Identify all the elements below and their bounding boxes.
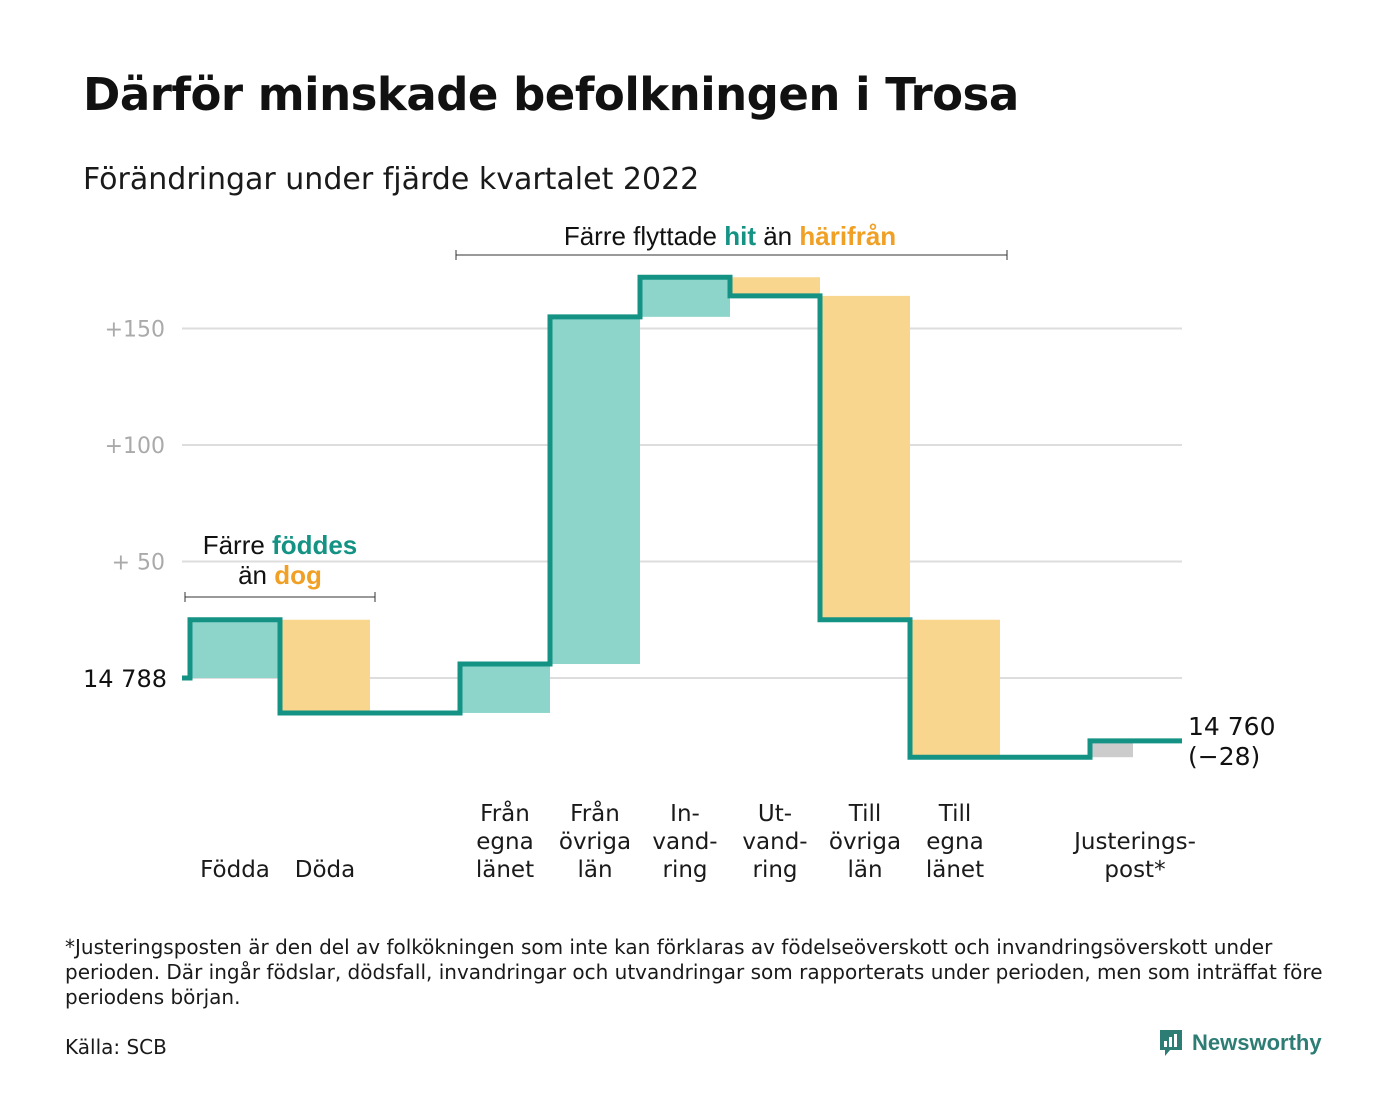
category-label: Döda	[295, 857, 355, 883]
births-annotation-line2: än dog	[238, 560, 322, 590]
category-label: övriga	[829, 829, 901, 855]
category-label: Födda	[200, 857, 270, 883]
newsworthy-logo-icon	[1160, 1030, 1182, 1056]
migration-annotation: Färre flyttade hit än härifrån	[564, 221, 896, 251]
category-label: post*	[1104, 857, 1165, 883]
source-label: Källa: SCB	[65, 1035, 167, 1059]
y-tick-label: +100	[105, 434, 165, 459]
category-label: Från	[570, 799, 620, 827]
category-label: egna	[926, 829, 983, 855]
end-value-label: 14 760	[1188, 712, 1275, 741]
category-label: Till	[938, 801, 972, 827]
waterfall-bar	[460, 664, 550, 713]
category-label: länet	[476, 857, 534, 883]
category-label: vand-	[742, 829, 807, 855]
waterfall-bar	[190, 619, 280, 678]
category-label: vand-	[652, 829, 717, 855]
category-label: Till	[848, 801, 882, 827]
y-tick-label: + 50	[112, 551, 165, 576]
waterfall-bar	[820, 295, 910, 620]
waterfall-bar	[730, 277, 820, 296]
category-label: övriga	[559, 829, 631, 855]
start-value-label: 14 788	[83, 665, 167, 693]
waterfall-bar	[1091, 740, 1133, 758]
category-label: egna	[476, 829, 533, 855]
category-label: ring	[662, 857, 707, 883]
waterfall-bar	[640, 277, 730, 317]
brand-logo: Newsworthy	[1158, 1028, 1322, 1058]
category-label: län	[577, 857, 612, 883]
births-annotation-line1: Färre föddes	[203, 530, 358, 560]
chart-subtitle: Förändringar under fjärde kvartalet 2022	[83, 162, 700, 197]
end-change-label: (−28)	[1188, 742, 1260, 771]
chart-title: Därför minskade befolkningen i Trosa	[83, 68, 1019, 121]
y-tick-label: +150	[105, 318, 165, 343]
waterfall-bar	[550, 316, 640, 665]
waterfall-bar	[280, 619, 370, 713]
category-label: ring	[752, 857, 797, 883]
waterfall-bar	[910, 619, 1000, 758]
category-label: Justerings-	[1072, 829, 1196, 855]
category-label: Från	[480, 799, 530, 827]
cumulative-step-line	[182, 274, 1182, 760]
category-label: länet	[926, 857, 984, 883]
category-label: län	[847, 857, 882, 883]
category-label: Ut-	[758, 801, 792, 827]
category-label: In-	[670, 801, 700, 827]
footnote: *Justeringsposten är den del av folkökni…	[65, 935, 1323, 1009]
brand-name: Newsworthy	[1192, 1030, 1322, 1055]
